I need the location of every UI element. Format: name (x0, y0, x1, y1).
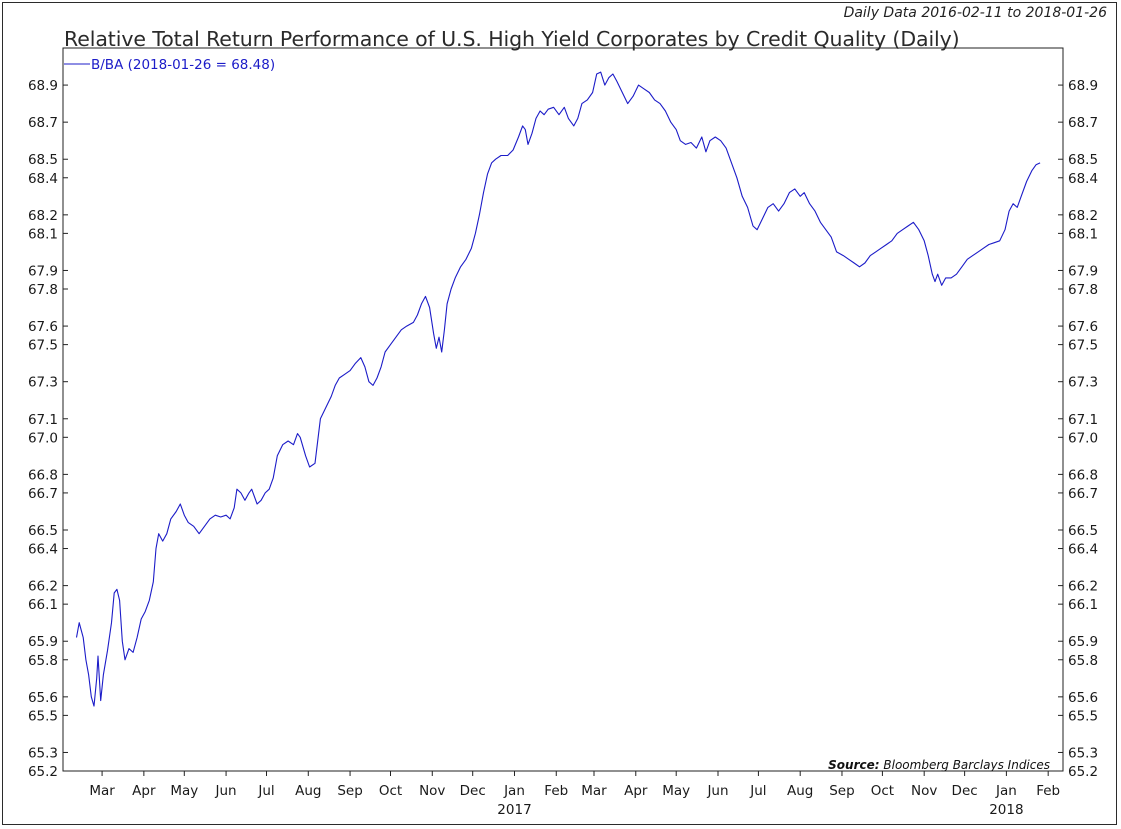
x-tick-label: May (662, 783, 690, 799)
y-tick-label-left: 66.7 (28, 486, 58, 502)
y-tick-label-left: 67.3 (28, 375, 58, 391)
y-tick-label-left: 65.9 (28, 634, 58, 650)
y-tick-label-right: 67.3 (1068, 375, 1098, 391)
y-tick-label-left: 65.8 (28, 653, 58, 669)
y-tick-label-right: 65.8 (1068, 653, 1098, 669)
y-tick-label-left: 67.1 (28, 412, 58, 428)
y-tick-label-right: 67.9 (1068, 263, 1098, 279)
y-tick-label-right: 68.9 (1068, 78, 1098, 94)
chart-subtitle: Daily Data 2016-02-11 to 2018-01-26 (843, 5, 1107, 21)
y-tick-label-left: 68.2 (28, 208, 58, 224)
y-tick-label-right: 67.8 (1068, 282, 1098, 298)
source-text: Bloomberg Barclays Indices (883, 758, 1050, 772)
x-tick-label: Nov (911, 783, 937, 799)
chart-title: Relative Total Return Performance of U.S… (64, 27, 960, 51)
x-tick-label: Sep (829, 783, 854, 799)
x-tick-label: Jul (257, 783, 274, 799)
y-tick-label-left: 68.1 (28, 226, 58, 242)
y-tick-label-right: 68.7 (1068, 115, 1098, 131)
y-tick-label-left: 66.1 (28, 597, 58, 613)
y-tick-label-left: 67.5 (28, 338, 58, 354)
y-tick-label-right: 65.5 (1068, 708, 1098, 724)
x-tick-label: Aug (787, 783, 813, 799)
y-tick-label-right: 65.6 (1068, 690, 1098, 706)
x-tick-label: Dec (952, 783, 978, 799)
y-tick-label-left: 68.9 (28, 78, 58, 94)
y-tick-label-left: 66.2 (28, 579, 58, 595)
y-tick-label-right: 66.4 (1068, 542, 1098, 558)
x-year-label: 2017 (497, 802, 531, 818)
y-tick-label-right: 67.5 (1068, 338, 1098, 354)
x-tick-label: Feb (544, 783, 568, 799)
y-tick-label-left: 68.7 (28, 115, 58, 131)
source-note: Source: Bloomberg Barclays Indices (828, 758, 1050, 772)
y-tick-label-right: 67.1 (1068, 412, 1098, 428)
series-lines (75, 71, 1041, 707)
x-tick-label: Feb (1036, 783, 1060, 799)
y-tick-label-right: 66.2 (1068, 579, 1098, 595)
x-axis: Mar Apr May Jun Jul Aug Sep Oct Nov Dec Jan 2017 Feb… (89, 771, 1060, 818)
y-tick-label-right: 68.1 (1068, 226, 1098, 242)
y-tick-label-right: 67.0 (1068, 430, 1098, 446)
y-axis-right: 65.2 65.3 65.5 65.6 65.8 65.9 66.1 66.2 66.4 66.5… (1058, 78, 1098, 780)
y-tick-label-left: 67.6 (28, 319, 58, 335)
series-line-b-ba (75, 71, 1041, 707)
y-axis-left: 65.2 65.3 65.5 65.6 65.8 65.9 66.1 66.2 66.4 66.5… (28, 78, 68, 780)
y-tick-label-right: 68.2 (1068, 208, 1098, 224)
x-tick-label: Mar (89, 783, 115, 799)
x-tick-label: Sep (337, 783, 362, 799)
y-tick-label-left: 67.0 (28, 430, 58, 446)
y-tick-label-left: 68.5 (28, 152, 58, 168)
x-tick-label: Oct (379, 783, 402, 799)
y-tick-label-left: 65.3 (28, 745, 58, 761)
y-tick-label-left: 68.4 (28, 171, 58, 187)
source-label: Source: (828, 758, 879, 772)
y-tick-label-left: 65.6 (28, 690, 58, 706)
y-tick-label-left: 66.5 (28, 523, 58, 539)
x-tick-label: Jan (503, 783, 525, 799)
y-tick-label-right: 65.2 (1068, 764, 1098, 780)
x-tick-label: Jan (995, 783, 1017, 799)
x-tick-label: Mar (581, 783, 607, 799)
y-tick-label-left: 65.5 (28, 708, 58, 724)
legend-label: B/BA (2018-01-26 = 68.48) (91, 57, 275, 73)
x-tick-label: Aug (295, 783, 321, 799)
y-tick-label-right: 68.5 (1068, 152, 1098, 168)
x-tick-label: Jun (215, 783, 237, 799)
y-tick-label-left: 66.8 (28, 467, 58, 483)
plot-area (62, 47, 1064, 772)
y-tick-label-right: 66.8 (1068, 467, 1098, 483)
y-tick-label-left: 67.8 (28, 282, 58, 298)
y-tick-label-right: 65.3 (1068, 745, 1098, 761)
y-tick-label-right: 66.7 (1068, 486, 1098, 502)
y-tick-label-right: 66.1 (1068, 597, 1098, 613)
y-tick-label-left: 67.9 (28, 263, 58, 279)
x-tick-label: Nov (419, 783, 445, 799)
x-tick-label: Dec (460, 783, 486, 799)
x-tick-label: May (170, 783, 198, 799)
y-tick-label-right: 66.5 (1068, 523, 1098, 539)
legend: B/BA (2018-01-26 = 68.48) (64, 57, 275, 73)
y-tick-label-right: 65.9 (1068, 634, 1098, 650)
x-tick-label: Jul (749, 783, 766, 799)
x-year-label: 2018 (989, 802, 1023, 818)
y-tick-label-left: 65.2 (28, 764, 58, 780)
y-tick-label-right: 67.6 (1068, 319, 1098, 335)
x-tick-label: Apr (132, 783, 156, 799)
x-tick-label: Oct (871, 783, 894, 799)
y-tick-label-right: 68.4 (1068, 171, 1098, 187)
x-tick-label: Apr (624, 783, 648, 799)
x-tick-label: Jun (706, 783, 728, 799)
y-tick-label-left: 66.4 (28, 542, 58, 558)
